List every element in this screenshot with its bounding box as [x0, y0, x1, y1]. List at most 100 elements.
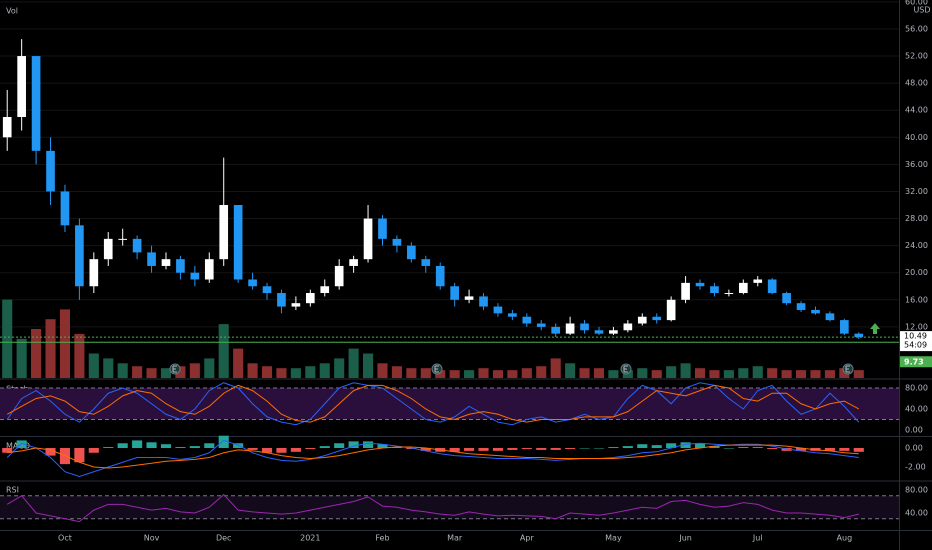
x-tick-label: May: [605, 534, 622, 543]
candle-body: [334, 265, 344, 287]
histogram-bar: [334, 443, 345, 449]
histogram-bar: [709, 446, 720, 449]
candle-body: [118, 238, 128, 240]
candle-body: [262, 286, 272, 294]
volume-bar: [738, 368, 749, 378]
indicator-line: [6, 493, 859, 523]
candle-body: [450, 286, 459, 300]
candle-body: [796, 303, 806, 310]
volume-bar: [233, 348, 244, 378]
x-tick-label: Aug: [837, 534, 853, 543]
volume-bar: [449, 370, 460, 378]
histogram-bar: [550, 448, 561, 450]
histogram-bar: [565, 448, 576, 449]
volume-bar: [377, 363, 388, 378]
y-tick-label: 52.00: [905, 52, 928, 61]
volume-bar: [261, 366, 273, 378]
y-tick-label: 40.00: [905, 133, 928, 142]
volume-bar: [31, 329, 42, 378]
volume-bar: [651, 370, 662, 378]
volume-bar: [752, 366, 763, 378]
volume-bar: [810, 370, 821, 378]
signal-arrow: [870, 323, 880, 334]
volume-bar: [767, 368, 778, 378]
currency-label: USD: [913, 6, 930, 15]
volume-bar: [550, 358, 561, 378]
histogram-bar: [16, 440, 27, 449]
candle-body: [2, 116, 12, 138]
candle-body: [565, 323, 575, 334]
candle-body: [219, 205, 229, 260]
y-tick-label: 60.00: [905, 0, 928, 6]
volume-bar: [189, 363, 200, 378]
candle-body: [493, 306, 503, 314]
histogram-bar: [2, 448, 13, 453]
candle-body: [551, 326, 561, 334]
volume-bar: [319, 363, 330, 378]
histogram-bar: [521, 448, 532, 449]
histogram-bar: [261, 448, 273, 453]
histogram-bar: [103, 447, 114, 449]
candle-body: [233, 205, 243, 280]
histogram-bar: [752, 447, 763, 449]
candle-body: [695, 282, 705, 287]
candle-body: [103, 238, 113, 260]
volume-bar: [680, 363, 691, 378]
candle-body: [305, 293, 315, 304]
candle-body: [637, 316, 647, 324]
histogram-bar: [536, 448, 547, 450]
volume-bar: [276, 368, 287, 378]
x-tick-label: Apr: [520, 534, 535, 543]
histogram-bar: [651, 445, 662, 449]
histogram-bar: [160, 444, 172, 449]
volume-bar: [362, 353, 374, 378]
volume-bar: [175, 366, 186, 378]
histogram-bar: [218, 435, 229, 449]
volume-bar: [305, 366, 316, 378]
earnings-glyph: [434, 365, 439, 373]
volume-bar: [464, 370, 475, 378]
volume-bar: [391, 366, 402, 378]
candle-body: [17, 56, 26, 117]
histogram-bar: [319, 446, 330, 449]
volume-bar: [160, 368, 172, 378]
volume-bar: [637, 368, 648, 378]
candle-body: [161, 259, 171, 266]
histogram-bar: [593, 448, 605, 449]
volume-bar: [478, 368, 489, 378]
candle-body: [363, 218, 373, 260]
histogram-bar: [146, 442, 157, 449]
volume-bar: [2, 299, 13, 378]
y-tick-label: 40.00: [905, 404, 928, 413]
last-price-tag: [900, 331, 932, 352]
candle-body: [60, 191, 70, 226]
histogram-bar: [824, 448, 835, 451]
histogram-bar: [377, 444, 388, 449]
volume-bar: [565, 363, 576, 378]
candle-body: [435, 265, 445, 287]
candle-body: [349, 259, 358, 266]
candle-body: [681, 282, 690, 300]
candle-body: [320, 286, 330, 294]
histogram-bar: [464, 448, 475, 451]
y-tick-label: 20.00: [905, 268, 928, 277]
y-tick-label: 80.00: [905, 383, 928, 392]
histogram-bar: [449, 448, 460, 452]
histogram-bar: [276, 448, 287, 453]
candle-body: [580, 323, 589, 331]
histogram-bar: [853, 448, 864, 452]
volume-bar: [507, 370, 518, 378]
volume-bar: [59, 309, 71, 378]
candle-body: [378, 218, 387, 239]
histogram-bar: [666, 443, 677, 449]
y-tick-label: -2.00: [905, 462, 926, 471]
candle-body: [479, 296, 488, 307]
volume-bar: [435, 370, 446, 378]
histogram-bar: [117, 443, 128, 449]
y-tick-label: 0.00: [905, 426, 923, 435]
candle-body: [75, 225, 84, 287]
y-tick-label: 28.00: [905, 214, 928, 223]
candle-body: [421, 259, 431, 266]
histogram-bar: [74, 448, 85, 463]
histogram-bar: [247, 448, 258, 450]
